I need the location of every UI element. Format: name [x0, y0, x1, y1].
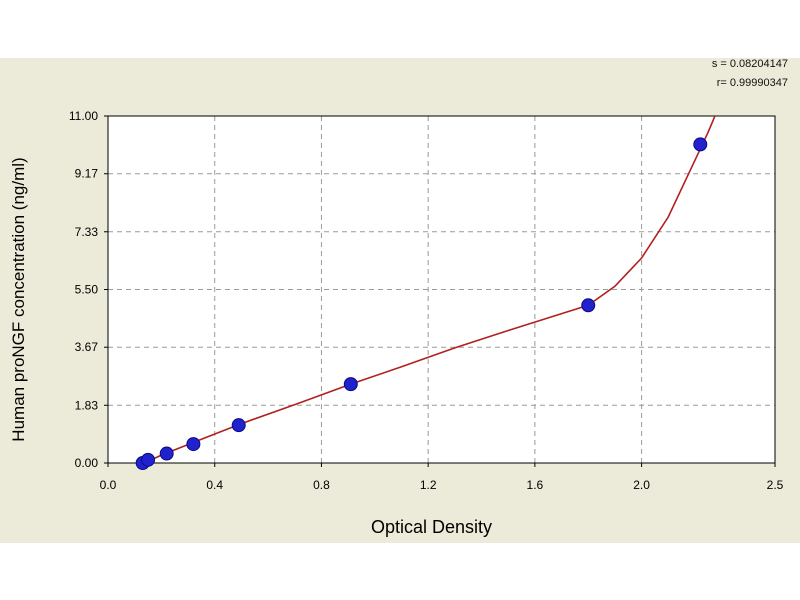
y-axis-label: Human proNGF concentration (ng/ml) — [9, 157, 28, 441]
fit-r-stat: r= 0.99990347 — [716, 77, 788, 89]
fit-curve — [142, 116, 716, 463]
y-tick-label: 9.17 — [75, 167, 99, 181]
data-point — [343, 377, 358, 392]
y-tick-label: 5.50 — [75, 283, 99, 297]
x-tick-label: 0.8 — [313, 478, 330, 492]
x-tick-label: 1.6 — [527, 478, 544, 492]
data-point — [581, 298, 596, 313]
data-point — [186, 437, 201, 452]
data-point — [141, 452, 156, 467]
x-tick-label: 2.0 — [633, 478, 650, 492]
y-tick-label: 7.33 — [75, 225, 99, 239]
y-tick-label: 0.00 — [75, 456, 99, 470]
x-tick-label: 0.0 — [100, 478, 117, 492]
x-tick-label: 1.2 — [420, 478, 437, 492]
x-tick-label: 2.5 — [767, 478, 784, 492]
x-axis-label: Optical Density — [371, 517, 492, 537]
data-point — [693, 137, 708, 152]
fit-s-stat: s = 0.08204147 — [711, 58, 788, 70]
y-tick-label: 3.67 — [75, 340, 99, 354]
chart-svg: 0.0 0.4 0.8 1.2 1.6 2.0 2.5 0.00 1.83 3.67 5.50 7.3… — [9, 109, 784, 537]
figure-panel: s = 0.08204147 r= 0.99990347 0.0 0.4 0.8 1.… — [0, 58, 800, 543]
data-point — [159, 446, 174, 461]
x-tick-label: 0.4 — [206, 478, 223, 492]
data-point — [231, 418, 246, 433]
y-tick-label: 1.83 — [75, 398, 99, 412]
y-tick-label: 11.00 — [69, 109, 98, 123]
